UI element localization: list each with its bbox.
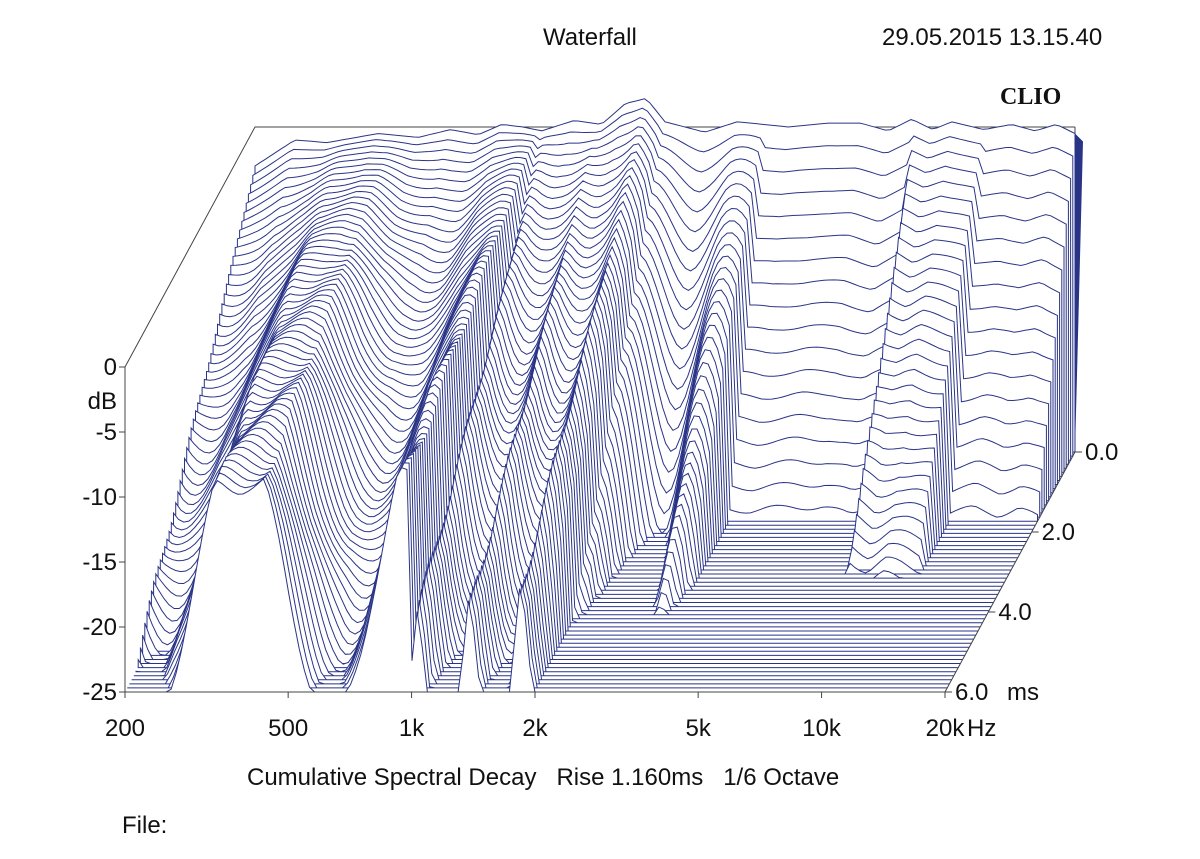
z-tick-label: 2.0 xyxy=(1042,519,1075,546)
y-tick-label: -10 xyxy=(82,484,117,511)
y-unit-label: dB xyxy=(88,388,117,415)
x-unit-label: Hz xyxy=(967,715,996,742)
brand-logo: CLIO xyxy=(1000,84,1062,110)
chart-timestamp: 29.05.2015 13.15.40 xyxy=(882,24,1103,51)
decay-slice xyxy=(155,392,976,636)
x-tick-label: 5k xyxy=(685,715,711,742)
x-tick-label: 20k xyxy=(926,715,966,742)
y-tick-label: 0 xyxy=(104,354,117,381)
y-tick-label: -25 xyxy=(82,679,117,706)
decay-slice xyxy=(157,383,979,632)
time-axis-line xyxy=(944,451,1076,693)
chart-title: Waterfall xyxy=(543,24,637,51)
x-tick-label: 500 xyxy=(268,715,308,742)
chart-subtitle: Cumulative Spectral Decay Rise 1.160ms 1… xyxy=(247,764,840,791)
time-axis-edge xyxy=(944,133,1083,693)
z-tick-label: 0.0 xyxy=(1085,439,1118,466)
x-tick-label: 1k xyxy=(399,715,425,742)
y-tick-label: -20 xyxy=(82,614,117,641)
z-unit-label: ms xyxy=(1007,679,1039,706)
z-tick-label: 4.0 xyxy=(998,599,1031,626)
y-tick-label: -5 xyxy=(96,419,117,446)
y-tick-label: -15 xyxy=(82,549,117,576)
edge-fill xyxy=(1075,133,1083,452)
x-tick-label: 200 xyxy=(105,715,145,742)
z-tick-label: 6.0 xyxy=(955,679,988,706)
x-tick-label: 2k xyxy=(522,715,548,742)
x-tick-label: 10k xyxy=(802,715,842,742)
file-label: File: xyxy=(122,812,168,839)
chart-axes: 0 -5 -10 -15 -20 -25 dB 200 500 1k 2k 5k 10k 20k Hz 0.0… xyxy=(82,354,1118,742)
decay-slices xyxy=(125,98,1076,693)
